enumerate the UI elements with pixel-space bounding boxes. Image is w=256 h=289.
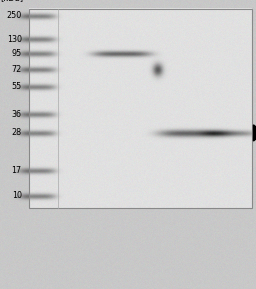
Text: 10: 10	[12, 191, 22, 201]
Text: 3: 3	[119, 0, 124, 2]
Text: 250: 250	[6, 11, 22, 21]
Text: 17: 17	[12, 166, 22, 175]
Text: 130: 130	[7, 34, 22, 44]
Text: 4: 4	[155, 0, 160, 2]
Text: 6: 6	[226, 0, 232, 2]
Text: 2: 2	[75, 0, 81, 2]
Text: 5: 5	[190, 0, 196, 2]
Text: 28: 28	[12, 128, 22, 138]
Polygon shape	[253, 125, 256, 141]
Text: [kDa]: [kDa]	[1, 0, 24, 2]
Text: 1: 1	[34, 0, 40, 2]
Bar	[29, 9, 252, 208]
Text: 36: 36	[12, 110, 22, 119]
Text: 95: 95	[12, 49, 22, 58]
Text: 72: 72	[12, 65, 22, 74]
Text: 55: 55	[12, 82, 22, 91]
